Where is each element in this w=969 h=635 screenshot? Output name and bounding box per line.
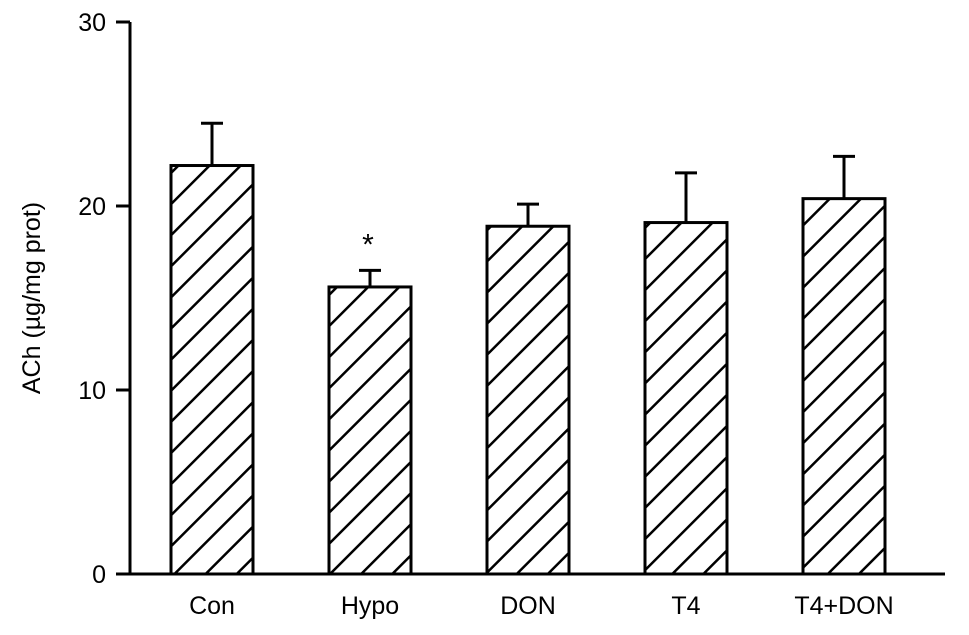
y-tick-label: 30 (78, 9, 106, 37)
significance-asterisk: * (362, 228, 374, 261)
bars (169, 164, 887, 576)
bar-con (169, 164, 255, 576)
y-tick-label: 20 (78, 193, 106, 221)
x-tick-label: T4 (671, 592, 700, 620)
bar-don (485, 224, 571, 576)
annotations: * (362, 228, 374, 261)
x-tick-label: Hypo (341, 592, 399, 620)
error-bars (201, 121, 855, 287)
x-tick-label: DON (500, 592, 556, 620)
y-axis-title: ACh (µg/mg prot) (18, 202, 46, 394)
x-tick-label: T4+DON (794, 592, 893, 620)
x-tick-labels: Con Hypo DON T4 T4+DON (189, 592, 894, 620)
y-tick-label: 10 (78, 377, 106, 405)
x-tick-label: Con (189, 592, 235, 620)
bar-hypo (327, 285, 413, 576)
bar-t4-don (801, 197, 887, 576)
bar-t4 (643, 221, 729, 576)
y-ticks: 0 10 20 30 (78, 9, 130, 589)
y-tick-label: 0 (92, 561, 106, 589)
